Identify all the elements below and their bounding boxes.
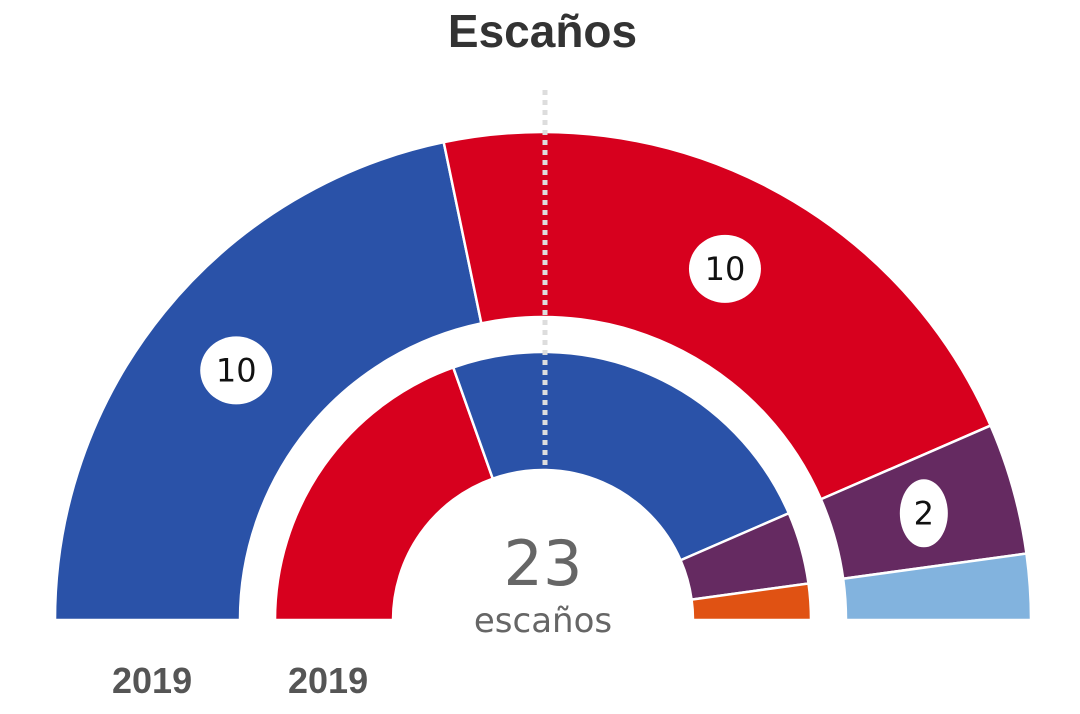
outer-segment-1-label: 10 bbox=[200, 336, 273, 405]
outer-ring-segment-2 bbox=[442, 130, 993, 501]
outer-segment-2-label: 10 bbox=[688, 234, 761, 303]
seat-labels: 10 10 2 bbox=[200, 234, 948, 548]
inner-ring-segment-4 bbox=[690, 582, 813, 622]
inner-ring-segment-2 bbox=[451, 350, 791, 562]
chart-title: Escaños bbox=[447, 5, 638, 57]
seat-label-text: 10 bbox=[216, 351, 257, 389]
outer-ring-year-label: 2019 bbox=[112, 660, 193, 701]
seat-label-badge bbox=[200, 336, 273, 405]
seat-label-text: 2 bbox=[914, 494, 934, 532]
outer-segment-3-label: 2 bbox=[899, 479, 948, 548]
seat-label-badge bbox=[899, 479, 948, 548]
inner-ring-year-label: 2019 bbox=[288, 660, 369, 701]
inner-ring-segment-1 bbox=[273, 365, 495, 622]
total-seats-unit: escaños bbox=[474, 601, 612, 641]
inner-ring bbox=[273, 350, 813, 622]
seat-label-text: 10 bbox=[705, 250, 746, 288]
total-seats-value: 23 bbox=[504, 527, 583, 600]
outer-ring-segment-4 bbox=[841, 552, 1033, 622]
seat-label-badge bbox=[688, 234, 761, 303]
